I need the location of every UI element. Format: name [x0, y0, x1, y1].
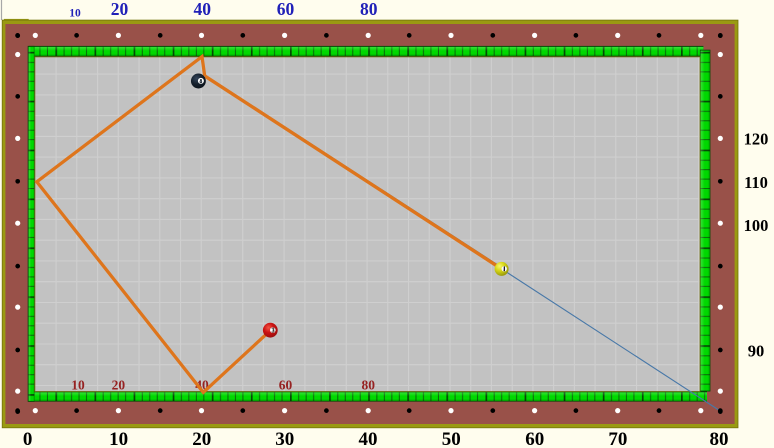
svg-text:10: 10 — [69, 7, 81, 19]
svg-text:80: 80 — [362, 377, 376, 392]
svg-text:20: 20 — [192, 429, 211, 448]
svg-text:60: 60 — [277, 0, 295, 19]
svg-text:10: 10 — [109, 429, 128, 448]
svg-text:110: 110 — [744, 173, 768, 192]
svg-text:50: 50 — [442, 429, 461, 448]
svg-text:60: 60 — [525, 429, 544, 448]
svg-text:70: 70 — [608, 429, 627, 448]
svg-text:40: 40 — [194, 0, 212, 19]
svg-text:120: 120 — [744, 129, 769, 148]
svg-text:80: 80 — [710, 429, 729, 448]
svg-text:60: 60 — [279, 377, 293, 392]
svg-text:80: 80 — [360, 0, 378, 19]
svg-text:90: 90 — [748, 342, 765, 361]
svg-text:30: 30 — [275, 429, 294, 448]
svg-text:100: 100 — [744, 216, 769, 235]
svg-text:20: 20 — [112, 377, 126, 392]
svg-text:0: 0 — [23, 429, 33, 448]
svg-text:40: 40 — [359, 429, 378, 448]
svg-text:20: 20 — [111, 0, 129, 19]
svg-text:10: 10 — [71, 377, 85, 392]
